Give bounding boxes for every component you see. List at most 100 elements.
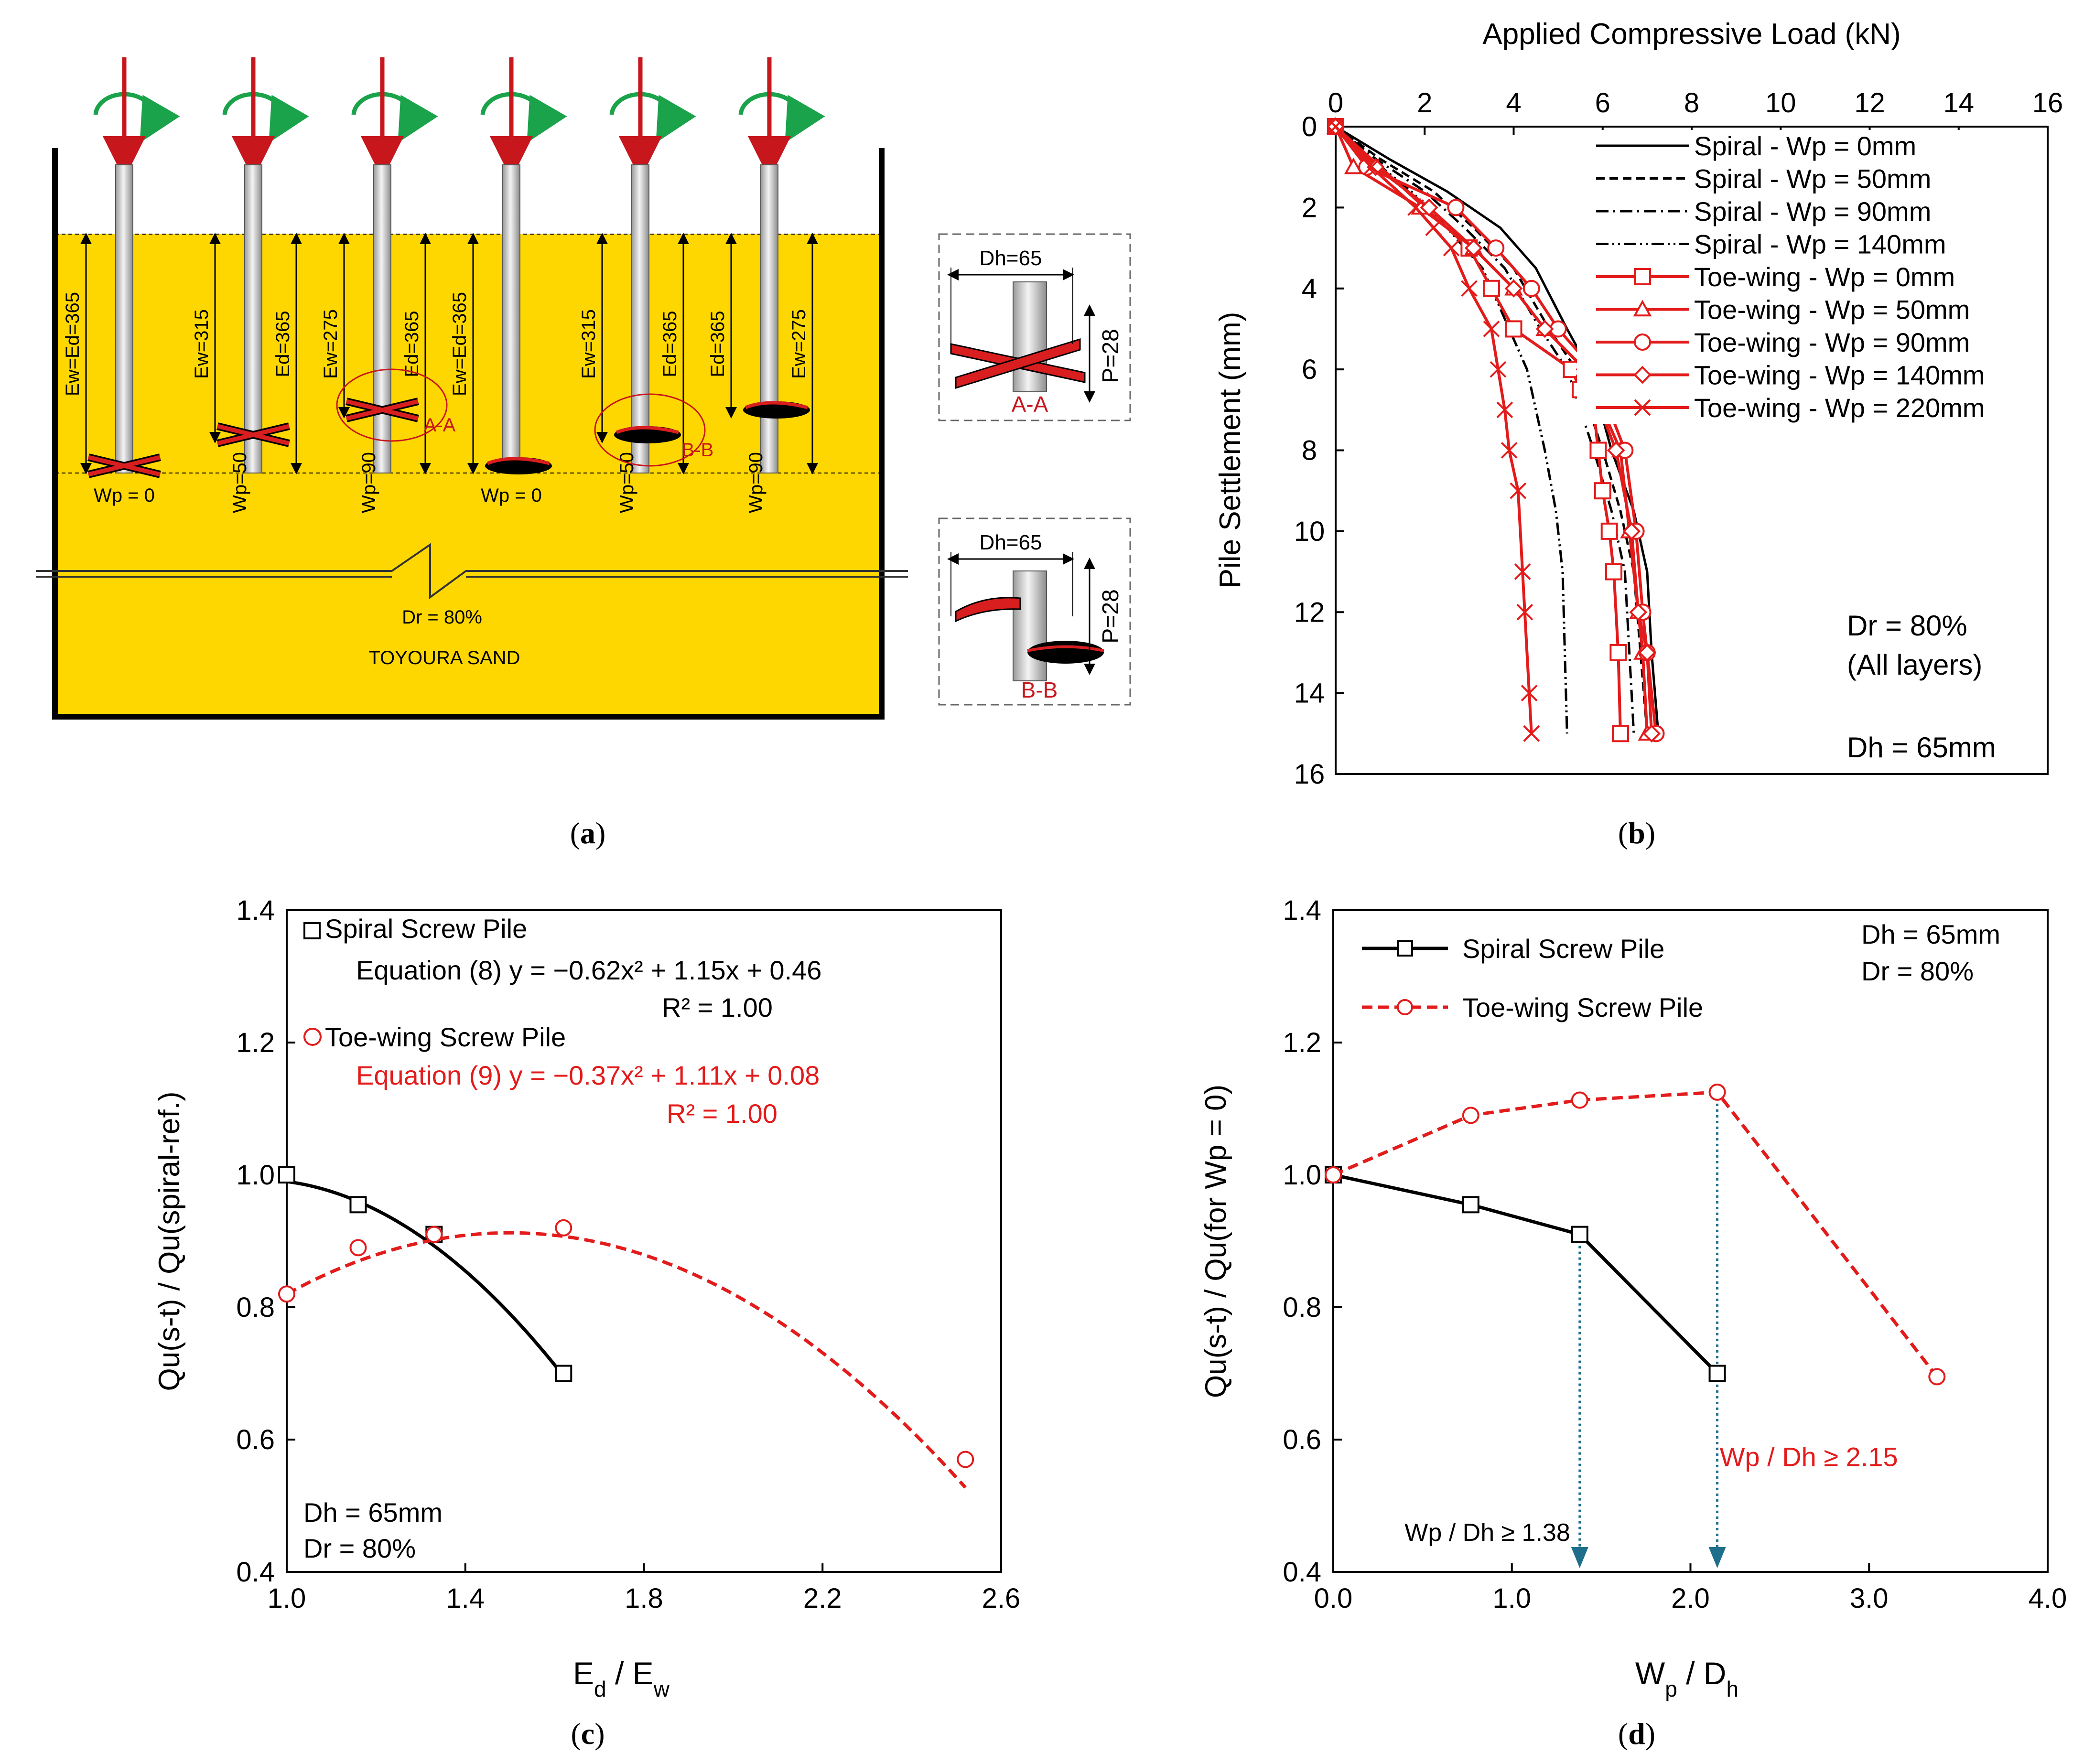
data-point <box>1522 280 1540 297</box>
fit-r2-spiral: R² = 1.00 <box>662 992 773 1022</box>
plot-frame-c <box>286 909 1002 1573</box>
data-point <box>1462 1107 1479 1124</box>
data-point <box>1425 219 1442 237</box>
x-tick-label: 1.0 <box>268 1583 306 1614</box>
data-point <box>1708 1365 1726 1382</box>
pile-shaft <box>760 164 778 473</box>
data-point <box>1407 199 1425 216</box>
y-tick-label: 16 <box>1294 759 1325 790</box>
series-b-3 <box>1335 126 1568 734</box>
data-point <box>278 1166 295 1183</box>
rotation-arrow-icon <box>738 92 825 143</box>
x-tick-label: 0.0 <box>1314 1583 1353 1614</box>
x-axis-label-d: Wp / Dh <box>1635 1656 1738 1701</box>
y-tick-label: 1.0 <box>236 1160 275 1191</box>
x-tick-label: 2.0 <box>1671 1583 1710 1614</box>
data-point <box>1516 603 1533 621</box>
x-tick-label: 1.4 <box>446 1583 485 1614</box>
detail-bb-p: P=28 <box>1098 589 1123 643</box>
rotation-arrow-icon <box>480 92 567 143</box>
data-point <box>1594 482 1611 500</box>
data-point <box>425 1226 443 1243</box>
threshold-label: Wp / Dh ≥ 1.38 <box>1404 1519 1570 1547</box>
data-point <box>349 1196 367 1214</box>
detail-aa: Dh=65 P=28 A-A <box>938 233 1131 421</box>
legend-b-item: Toe-wing - Wp = 140mm <box>1694 360 1985 390</box>
x-tick-label: 0 <box>1328 87 1343 118</box>
series-b-8 <box>1327 118 1540 742</box>
dr-label: Dr = 80% <box>402 607 482 628</box>
series-d-1 <box>1325 1083 1946 1386</box>
y-tick-label: 8 <box>1302 435 1317 466</box>
panel-c-chart: 1.0 1.4 1.8 2.2 2.6 0.4 0.6 0.8 1.0 1.2 1.4 Spiral… <box>153 895 1020 1751</box>
pile-wp-label: Wp=50 <box>616 452 637 513</box>
legend-b-item: Toe-wing - Wp = 220mm <box>1694 393 1985 423</box>
data-point <box>349 1239 367 1257</box>
legend-c-toewing: Toe-wing Screw Pile <box>325 1022 566 1052</box>
y-tick-label: 1.2 <box>1283 1027 1321 1058</box>
series-line <box>1335 126 1635 734</box>
legend-marker <box>1634 399 1651 416</box>
annotation-dh-d: Dh = 65mm <box>1861 919 2000 949</box>
pile-wp-label: Wp=50 <box>229 452 250 513</box>
y-axis-label-b: Pile Settlement (mm) <box>1214 312 1247 589</box>
x-tick-label: 16 <box>2032 87 2063 118</box>
pile-dimension-label: Ew=275 <box>320 309 341 379</box>
detail-aa-p: P=28 <box>1098 329 1123 383</box>
data-point <box>1363 159 1380 176</box>
y-tick-label: 2 <box>1302 192 1317 223</box>
down-arrow-icon <box>1571 1547 1588 1568</box>
series-c-1 <box>278 1219 974 1489</box>
x-tick-label: 12 <box>1854 87 1885 118</box>
annotation-dr-c: Dr = 80% <box>303 1533 416 1563</box>
rotation-arrow-icon <box>609 92 696 143</box>
pile-dimension-label: Ed=365 <box>707 311 728 377</box>
data-point <box>1510 482 1527 499</box>
data-point <box>1462 1196 1479 1214</box>
x-tick-label: 4.0 <box>2029 1583 2067 1614</box>
pile-1: Ew=Ed=365 Wp = 0 <box>62 57 180 506</box>
fit-eq-toewing: Equation (9) y = −0.37x² + 1.11x + 0.08 <box>356 1060 820 1090</box>
data-point <box>1496 401 1513 419</box>
y-tick-label: 1.4 <box>236 895 275 926</box>
data-point <box>1443 239 1460 257</box>
tank-walls <box>52 148 885 720</box>
y-tick-label: 0.8 <box>1283 1292 1321 1323</box>
data-point <box>1482 280 1500 297</box>
data-point <box>1600 522 1618 540</box>
x-tick-label: 4 <box>1506 87 1521 118</box>
legend-b-item: Toe-wing - Wp = 90mm <box>1694 327 1970 357</box>
detail-bb: Dh=65 P=28 B-B <box>938 517 1131 706</box>
pile-dimension-label: Ed=365 <box>401 311 422 377</box>
series-b-2 <box>1335 126 1635 734</box>
fit-curve <box>286 1231 967 1489</box>
section-label: B-B <box>682 440 714 461</box>
x-tick-label: 1.0 <box>1492 1583 1531 1614</box>
data-point <box>1487 239 1505 257</box>
x-tick-label: 10 <box>1765 87 1796 118</box>
pile-shaft <box>244 164 262 473</box>
series-line <box>1335 126 1568 734</box>
data-point <box>1571 1091 1588 1109</box>
series-line <box>1335 125 1649 734</box>
data-point <box>1460 280 1478 297</box>
caption-b: (b) <box>1618 816 1655 850</box>
detail-aa-name: A-A <box>1012 392 1048 417</box>
section-marker <box>336 368 448 442</box>
legend-marker <box>1634 333 1651 351</box>
annotation-dh-b: Dh = 65mm <box>1847 731 1996 764</box>
data-point <box>1609 644 1627 661</box>
y-axis-label-c: Qu(s-t) / Qu(spiral-ref.) <box>153 1092 186 1391</box>
data-point <box>1504 279 1523 298</box>
data-point <box>1501 442 1518 459</box>
fit-r2-toewing: R² = 1.00 <box>667 1098 777 1129</box>
legend-marker <box>1634 268 1651 285</box>
series-line <box>1333 1173 1719 1375</box>
section-marker <box>594 393 706 467</box>
data-point <box>1589 441 1607 459</box>
pile-5: Ew=315 Ed=365 Wp=50 B-B <box>578 57 713 513</box>
rotation-arrow-icon <box>222 92 309 143</box>
legend-b-item: Spiral - Wp = 0mm <box>1694 131 1916 161</box>
x-tick-label: 14 <box>1943 87 1974 118</box>
